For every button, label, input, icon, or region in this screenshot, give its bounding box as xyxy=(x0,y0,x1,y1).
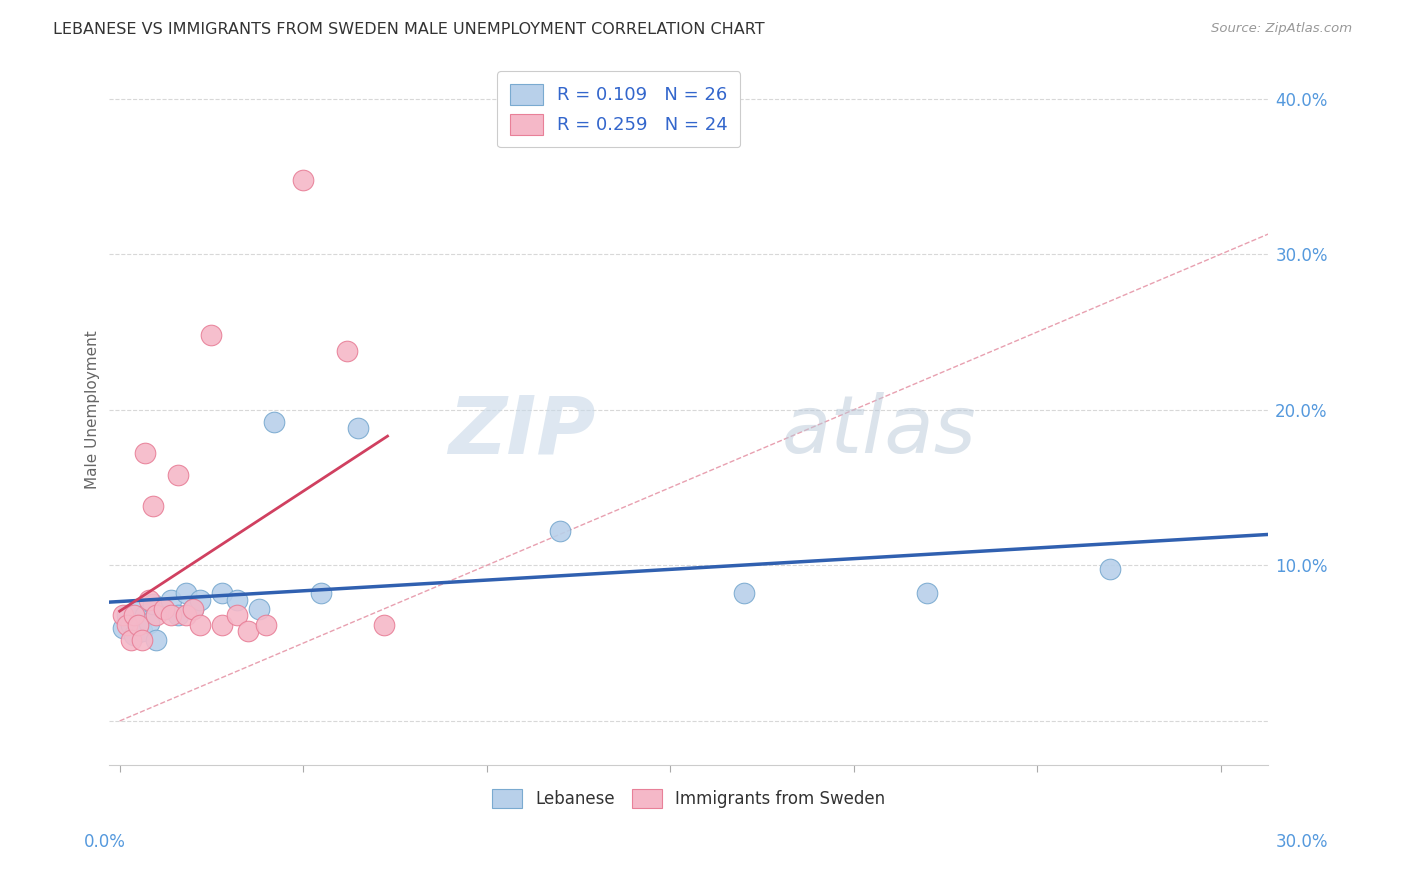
Point xyxy=(167,608,190,623)
Text: ZIP: ZIP xyxy=(449,392,596,470)
Point xyxy=(190,592,212,607)
Point xyxy=(124,628,146,642)
Point xyxy=(181,602,204,616)
Point xyxy=(190,617,212,632)
Point xyxy=(548,524,571,538)
Y-axis label: Male Unemployment: Male Unemployment xyxy=(86,330,100,489)
Point xyxy=(226,608,249,623)
Point xyxy=(915,586,938,600)
Point xyxy=(167,468,190,483)
Text: atlas: atlas xyxy=(782,392,976,470)
Point xyxy=(138,592,160,607)
Text: 0.0%: 0.0% xyxy=(84,833,127,851)
Point xyxy=(145,633,167,648)
Point xyxy=(733,586,755,600)
Point xyxy=(124,608,146,623)
Point xyxy=(226,592,249,607)
Point xyxy=(134,446,156,460)
Point xyxy=(236,624,259,638)
Point xyxy=(1099,561,1122,575)
Point xyxy=(181,602,204,616)
Text: LEBANESE VS IMMIGRANTS FROM SWEDEN MALE UNEMPLOYMENT CORRELATION CHART: LEBANESE VS IMMIGRANTS FROM SWEDEN MALE … xyxy=(53,22,765,37)
Point xyxy=(131,633,153,648)
Point xyxy=(347,421,370,435)
Text: 30.0%: 30.0% xyxy=(1277,833,1329,851)
Point xyxy=(263,415,285,429)
Point xyxy=(142,597,165,611)
Point xyxy=(138,615,160,630)
Point xyxy=(142,500,165,514)
Legend: Lebanese, Immigrants from Sweden: Lebanese, Immigrants from Sweden xyxy=(484,780,893,816)
Point xyxy=(254,617,277,632)
Point xyxy=(292,172,315,186)
Point xyxy=(174,586,197,600)
Point xyxy=(127,617,149,632)
Point xyxy=(134,608,156,623)
Point xyxy=(152,602,174,616)
Point xyxy=(336,343,359,358)
Point xyxy=(160,592,183,607)
Point xyxy=(152,602,174,616)
Point xyxy=(115,617,138,632)
Point xyxy=(145,608,167,623)
Point xyxy=(311,586,333,600)
Point xyxy=(131,624,153,638)
Point xyxy=(160,608,183,623)
Point xyxy=(211,586,233,600)
Point xyxy=(373,617,395,632)
Point xyxy=(127,602,149,616)
Point xyxy=(112,621,135,635)
Point xyxy=(120,617,142,632)
Point xyxy=(174,608,197,623)
Text: Source: ZipAtlas.com: Source: ZipAtlas.com xyxy=(1212,22,1353,36)
Point xyxy=(115,608,138,623)
Point xyxy=(200,328,222,343)
Point xyxy=(112,608,135,623)
Point xyxy=(247,602,270,616)
Point xyxy=(120,633,142,648)
Point xyxy=(211,617,233,632)
